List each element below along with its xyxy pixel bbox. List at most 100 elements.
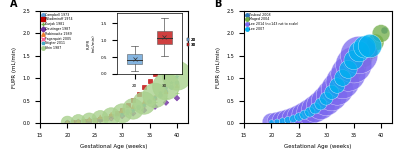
Point bbox=[97, 117, 104, 120]
Point bbox=[334, 84, 340, 87]
Point bbox=[163, 101, 169, 104]
Point bbox=[163, 86, 169, 88]
Point bbox=[64, 122, 70, 124]
Point bbox=[92, 118, 98, 121]
Point bbox=[135, 108, 142, 111]
Point bbox=[340, 85, 346, 88]
Point bbox=[152, 96, 158, 98]
Point bbox=[174, 97, 180, 99]
Y-axis label: FUPR (mL/min): FUPR (mL/min) bbox=[216, 47, 221, 88]
Point bbox=[108, 118, 114, 120]
Point bbox=[64, 121, 70, 124]
Point bbox=[367, 45, 373, 47]
Point bbox=[97, 118, 104, 120]
Point bbox=[163, 91, 169, 93]
Point bbox=[75, 121, 82, 123]
Point bbox=[108, 115, 114, 118]
Point bbox=[163, 85, 169, 88]
Point bbox=[296, 116, 302, 118]
Point bbox=[163, 91, 169, 93]
Point bbox=[108, 113, 114, 115]
Point bbox=[274, 121, 280, 123]
Point bbox=[312, 107, 318, 110]
Point bbox=[152, 97, 158, 100]
Point bbox=[86, 119, 92, 121]
Point bbox=[380, 29, 387, 32]
Point bbox=[97, 116, 104, 118]
Point bbox=[141, 86, 147, 89]
Point bbox=[312, 107, 318, 110]
Point bbox=[268, 121, 275, 124]
Point bbox=[174, 82, 180, 84]
Point bbox=[135, 106, 142, 108]
Point bbox=[124, 113, 131, 115]
Point bbox=[108, 115, 114, 117]
Y-axis label: FUPR (mL/min): FUPR (mL/min) bbox=[12, 47, 17, 88]
Point bbox=[168, 52, 175, 55]
Point bbox=[323, 100, 330, 102]
Point bbox=[124, 110, 131, 113]
Point bbox=[301, 113, 308, 116]
Point bbox=[141, 104, 147, 106]
Point bbox=[157, 94, 164, 97]
Point bbox=[290, 118, 297, 120]
Point bbox=[285, 118, 291, 121]
Point bbox=[157, 66, 164, 68]
Text: A: A bbox=[10, 0, 18, 9]
Point bbox=[279, 119, 286, 122]
Point bbox=[146, 100, 153, 103]
Point bbox=[328, 95, 335, 98]
Point bbox=[75, 120, 82, 123]
Point bbox=[70, 121, 76, 123]
Point bbox=[75, 120, 82, 122]
Point bbox=[130, 108, 136, 111]
Point bbox=[114, 117, 120, 119]
Point bbox=[301, 113, 308, 115]
Point bbox=[130, 105, 136, 108]
Point bbox=[119, 115, 125, 117]
Legend: 20, 30: 20, 30 bbox=[185, 36, 198, 49]
Point bbox=[102, 117, 109, 119]
Point bbox=[119, 112, 125, 115]
Point bbox=[130, 112, 136, 115]
Point bbox=[174, 85, 180, 87]
Point bbox=[356, 66, 362, 68]
Point bbox=[124, 112, 131, 115]
Point bbox=[307, 110, 313, 113]
Point bbox=[318, 103, 324, 105]
Point bbox=[279, 120, 286, 122]
Point bbox=[70, 121, 76, 124]
Point bbox=[163, 96, 169, 99]
Point bbox=[285, 119, 291, 121]
Legend: Touboul 2008, Maged 2004, Lee 2014 (n=143 not to scale), Lee 2007: Touboul 2008, Maged 2004, Lee 2014 (n=14… bbox=[246, 13, 298, 31]
Point bbox=[157, 92, 164, 94]
Point bbox=[108, 115, 114, 117]
X-axis label: Gestational Age (weeks): Gestational Age (weeks) bbox=[284, 143, 352, 149]
Point bbox=[97, 118, 104, 120]
Point bbox=[350, 73, 357, 75]
Point bbox=[146, 101, 153, 103]
Point bbox=[328, 94, 335, 97]
Point bbox=[146, 100, 153, 103]
Point bbox=[135, 107, 142, 110]
Point bbox=[64, 122, 70, 124]
Point bbox=[81, 120, 87, 123]
Point bbox=[152, 101, 158, 103]
Point bbox=[328, 91, 335, 94]
Point bbox=[378, 32, 384, 35]
Point bbox=[296, 116, 302, 118]
Point bbox=[350, 59, 357, 61]
Point bbox=[163, 59, 169, 62]
Point bbox=[307, 111, 313, 113]
Point bbox=[296, 115, 302, 118]
Point bbox=[340, 81, 346, 83]
Point bbox=[130, 99, 136, 101]
Point bbox=[86, 119, 92, 121]
Point bbox=[362, 46, 368, 48]
Point bbox=[86, 120, 92, 122]
Point bbox=[75, 121, 82, 124]
Point bbox=[114, 114, 120, 116]
Point bbox=[290, 118, 297, 120]
Point bbox=[152, 96, 158, 99]
Point bbox=[356, 54, 362, 56]
